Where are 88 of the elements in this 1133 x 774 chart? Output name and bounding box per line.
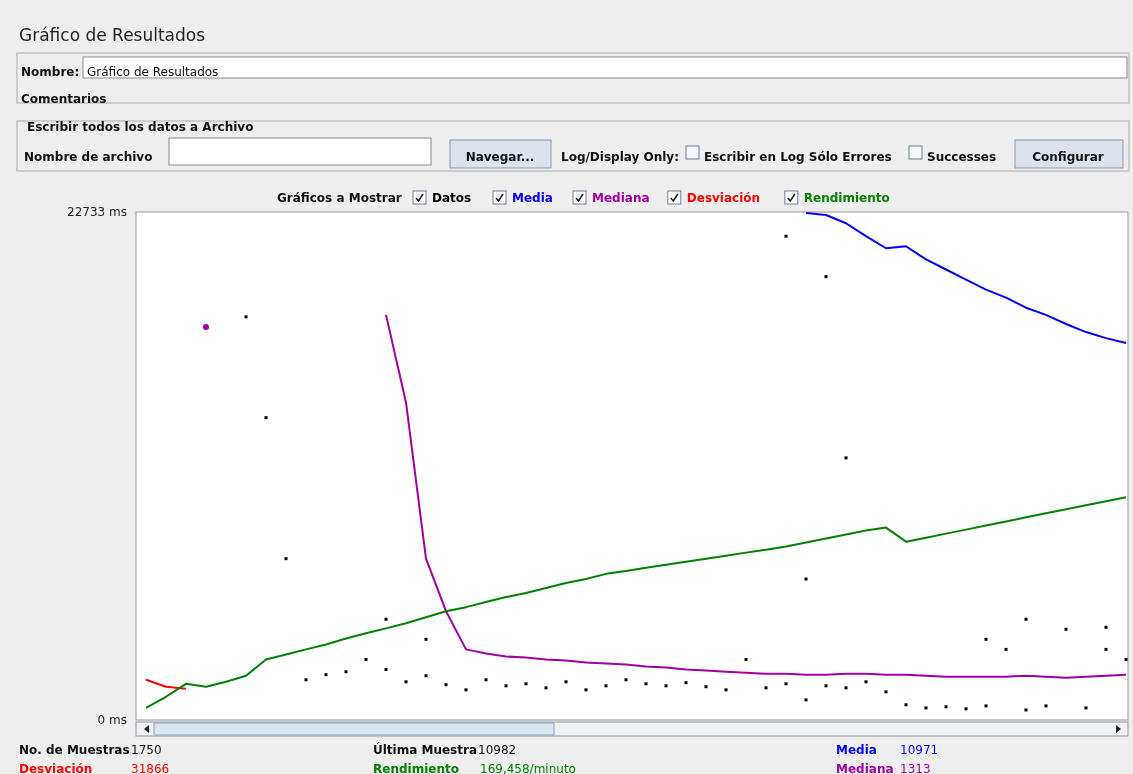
point	[444, 683, 448, 687]
point	[804, 698, 808, 702]
text: Rendimiento	[803, 190, 890, 205]
text: Nombre de archivo	[24, 149, 153, 164]
text: 10971	[900, 742, 939, 757]
point	[504, 684, 508, 688]
chart-title: Gráfico de Resultados	[19, 25, 206, 45]
line-series	[145, 496, 1127, 709]
point	[284, 557, 288, 561]
text: Rendimiento	[373, 761, 459, 774]
text: Mediana	[592, 190, 650, 205]
point	[824, 275, 828, 279]
point	[384, 668, 388, 671]
text: Media	[836, 742, 877, 757]
point	[1084, 706, 1088, 710]
point	[744, 657, 748, 661]
point	[904, 703, 908, 707]
point	[624, 678, 628, 682]
text: Gráfico de Resultados	[87, 64, 219, 79]
point	[344, 670, 348, 674]
text: 10982	[478, 742, 517, 757]
point	[1104, 647, 1108, 651]
point	[424, 637, 428, 641]
point	[1124, 657, 1128, 661]
point	[704, 685, 708, 689]
point	[924, 706, 928, 710]
point	[944, 705, 948, 709]
point	[264, 416, 268, 420]
point	[424, 674, 428, 678]
point	[844, 686, 848, 690]
point	[364, 657, 368, 661]
point	[584, 688, 588, 692]
point	[564, 680, 568, 684]
point	[524, 682, 528, 686]
text: 169,458/minuto	[480, 761, 576, 774]
text: Gráficos a Mostrar	[277, 190, 402, 205]
y-tick-label: 22733 ms	[67, 205, 127, 220]
point	[324, 673, 328, 677]
point	[824, 684, 828, 688]
point	[544, 686, 548, 690]
point	[304, 678, 308, 682]
point	[384, 617, 388, 621]
point	[984, 704, 988, 708]
point	[664, 684, 668, 688]
point	[784, 234, 788, 238]
text: Escribir en Log Sólo Errores	[704, 149, 892, 164]
point	[964, 707, 968, 711]
text: Comentarios	[21, 91, 107, 106]
point	[1004, 647, 1008, 651]
text: No. de Muestras	[19, 742, 130, 757]
point	[404, 680, 408, 684]
point	[684, 681, 688, 685]
text: Configurar	[1032, 149, 1104, 164]
point	[1024, 708, 1028, 712]
text: Desviación	[686, 190, 761, 205]
point	[604, 684, 608, 688]
point	[464, 688, 468, 692]
point	[484, 678, 488, 682]
line-series	[805, 211, 1127, 345]
point	[784, 682, 788, 686]
y-tick-label: 0 ms	[97, 713, 127, 728]
text: Última Muestra	[373, 741, 478, 757]
text: Nombre:	[21, 64, 80, 79]
point	[884, 690, 888, 694]
point	[244, 315, 248, 319]
point	[864, 680, 868, 684]
point	[1044, 704, 1048, 708]
point	[984, 637, 988, 641]
text: Log/Display Only:	[561, 149, 679, 164]
text: 1313	[900, 761, 931, 774]
text: 31866	[131, 761, 170, 774]
point	[724, 688, 728, 692]
point	[844, 456, 848, 460]
text: Desviación	[19, 761, 93, 774]
text: Escribir todos los datos a Archivo	[27, 119, 254, 134]
text: Media	[512, 190, 553, 205]
text: Datos	[432, 190, 472, 205]
point	[1064, 627, 1068, 631]
text: 1750	[131, 742, 162, 757]
point	[764, 686, 768, 690]
text: Mediana	[836, 761, 894, 774]
point	[644, 682, 648, 686]
point	[203, 323, 209, 330]
text: Navegar...	[465, 149, 535, 164]
text: Successes	[927, 149, 997, 164]
point	[1024, 617, 1028, 621]
point	[1104, 625, 1108, 629]
point	[804, 577, 808, 581]
